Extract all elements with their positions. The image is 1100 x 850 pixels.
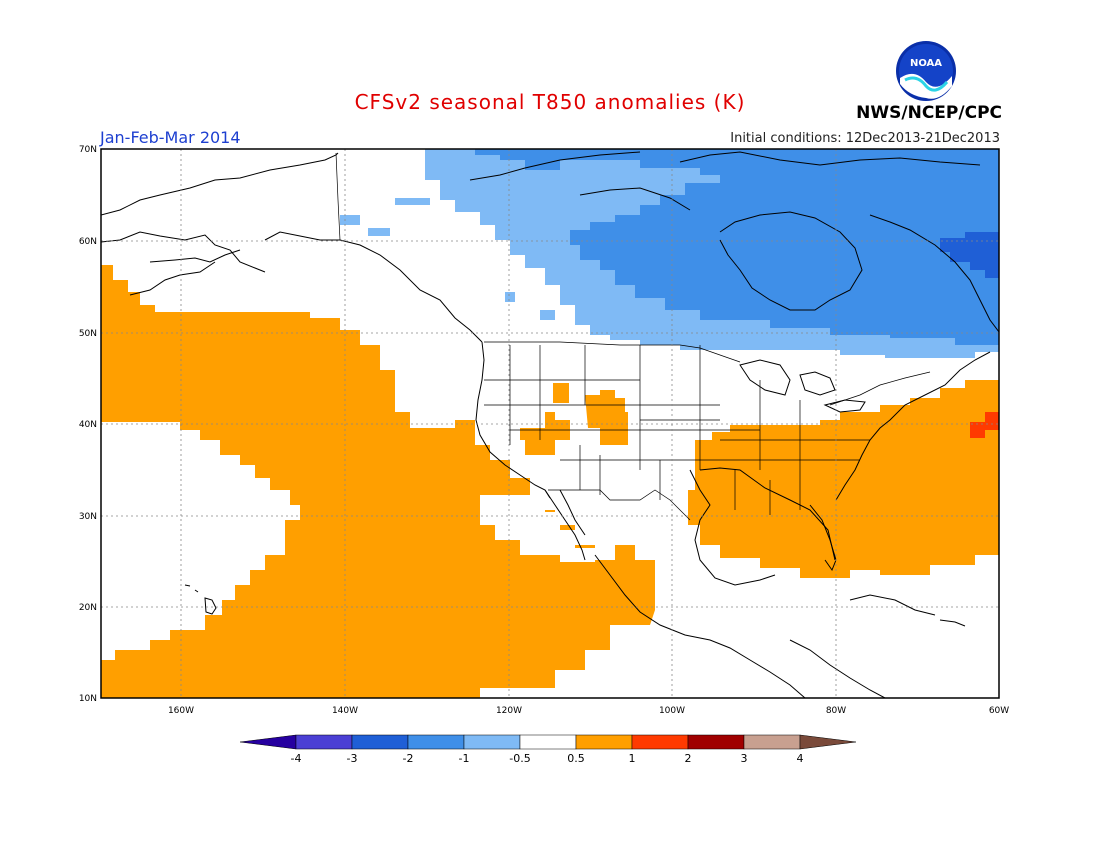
logo-text: NOAA	[910, 58, 942, 69]
lat-label: 20N	[79, 603, 97, 613]
lon-label: 140W	[332, 706, 358, 716]
colorbar-label: 4	[797, 752, 804, 765]
political-borders	[335, 152, 931, 521]
colorbar-bin	[575, 734, 633, 750]
lat-label: 50N	[79, 329, 97, 339]
lat-label: 10N	[79, 694, 97, 704]
colorbar-label: -4	[291, 752, 302, 765]
lon-label: 80W	[826, 706, 846, 716]
map-title: CFSv2 seasonal T850 anomalies (K)	[354, 90, 746, 114]
lat-label: 70N	[79, 145, 97, 155]
lat-label: 40N	[79, 420, 97, 430]
colorbar-bin	[351, 734, 409, 750]
colorbar-label: -2	[403, 752, 414, 765]
coastlines	[101, 151, 999, 698]
warm-anomaly-rockies	[585, 390, 628, 445]
colorbar-label: 1	[629, 752, 636, 765]
colorbar-label: 0.5	[567, 752, 585, 765]
colorbar-bin	[687, 734, 745, 750]
colorbar-bin	[463, 734, 521, 750]
lat-label: 60N	[79, 237, 97, 247]
latitude-labels: 70N 60N 50N 40N 30N 20N 10N	[79, 145, 97, 704]
colorbar-label: 2	[685, 752, 692, 765]
colorbar-bin	[295, 734, 353, 750]
agency-label: NWS/NCEP/CPC	[856, 103, 1002, 123]
warm-anomaly-atlantic	[688, 380, 999, 578]
colorbar-label: -0.5	[509, 752, 530, 765]
warm-anomaly-idaho	[553, 383, 569, 403]
initial-conditions: Initial conditions: 12Dec2013-21Dec2013	[730, 131, 1000, 146]
noaa-logo-icon: NOAA	[896, 41, 956, 101]
hot-anomaly-atlantic	[970, 412, 999, 438]
lat-label: 30N	[79, 512, 97, 522]
longitude-labels: 160W 140W 120W 100W 80W 60W	[168, 706, 1009, 716]
gridlines	[101, 149, 999, 698]
neutral-mexico	[480, 495, 595, 562]
colorbar-label: -1	[459, 752, 470, 765]
warm-anomaly-pacific	[101, 265, 655, 698]
lon-label: 120W	[496, 706, 522, 716]
strong-cool-anomaly-labrador	[940, 232, 999, 278]
colorbar-bin	[799, 734, 857, 750]
colorbar-bin	[631, 734, 689, 750]
lon-label: 60W	[989, 706, 1009, 716]
lon-label: 160W	[168, 706, 194, 716]
colorbar: -4 -3 -2 -1 -0.5 0.5 1 2 3 4	[239, 734, 857, 765]
colorbar-bin	[239, 734, 297, 750]
warm-anomaly-great-basin	[520, 412, 570, 455]
colorbar-label: 3	[741, 752, 748, 765]
map-frame	[100, 148, 1000, 699]
forecast-period: Jan-Feb-Mar 2014	[100, 128, 241, 147]
lon-label: 100W	[659, 706, 685, 716]
moderate-cool-anomaly-canada	[475, 149, 999, 345]
colorbar-bin	[743, 734, 801, 750]
colorbar-bin	[519, 734, 577, 750]
colorbar-bin	[407, 734, 465, 750]
colorbar-label: -3	[347, 752, 358, 765]
